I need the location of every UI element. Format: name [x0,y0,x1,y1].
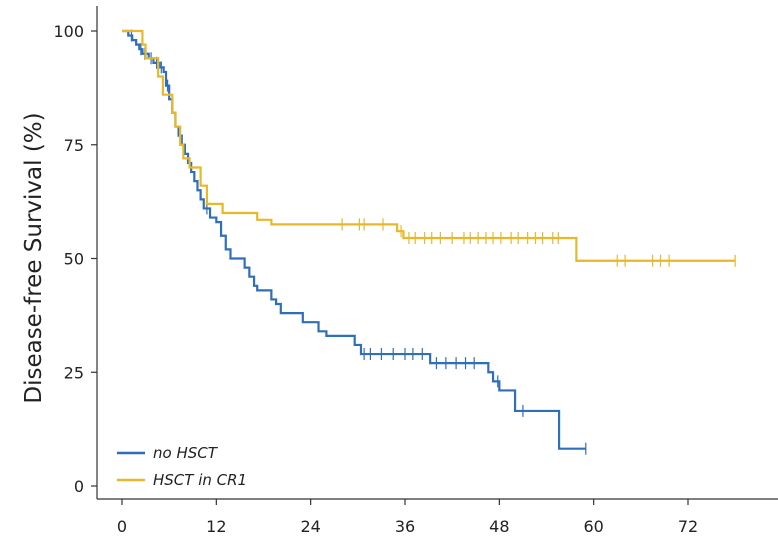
y-tick-label: 100 [53,22,84,41]
legend-label-no-hsct: no HSCT [153,444,219,462]
y-ticks: 0 25 50 75 100 [53,22,97,496]
y-axis-title: Disease-free Survival (%) [21,112,47,403]
x-ticks: 0 12 24 36 48 60 72 [117,499,698,536]
x-tick-label: 12 [206,517,226,536]
legend: no HSCT HSCT in CR1 [117,444,247,489]
series-group [122,29,736,455]
series-no-hsct [122,29,587,455]
series-hsct-cr1 [122,29,736,267]
x-tick-label: 0 [117,517,127,536]
axes [96,6,778,500]
x-tick-label: 72 [678,517,698,536]
x-tick-label: 60 [583,517,603,536]
y-tick-label: 25 [64,363,84,382]
legend-label-hsct-cr1: HSCT in CR1 [153,471,247,489]
x-tick-label: 48 [489,517,509,536]
y-tick-label: 0 [74,477,84,496]
survival-curve-no-hsct [122,29,586,450]
survival-curve-hsct-cr1 [122,29,736,262]
y-tick-label: 75 [64,136,84,155]
x-tick-label: 36 [395,517,415,536]
x-tick-label: 24 [300,517,320,536]
y-tick-label: 50 [64,250,84,269]
